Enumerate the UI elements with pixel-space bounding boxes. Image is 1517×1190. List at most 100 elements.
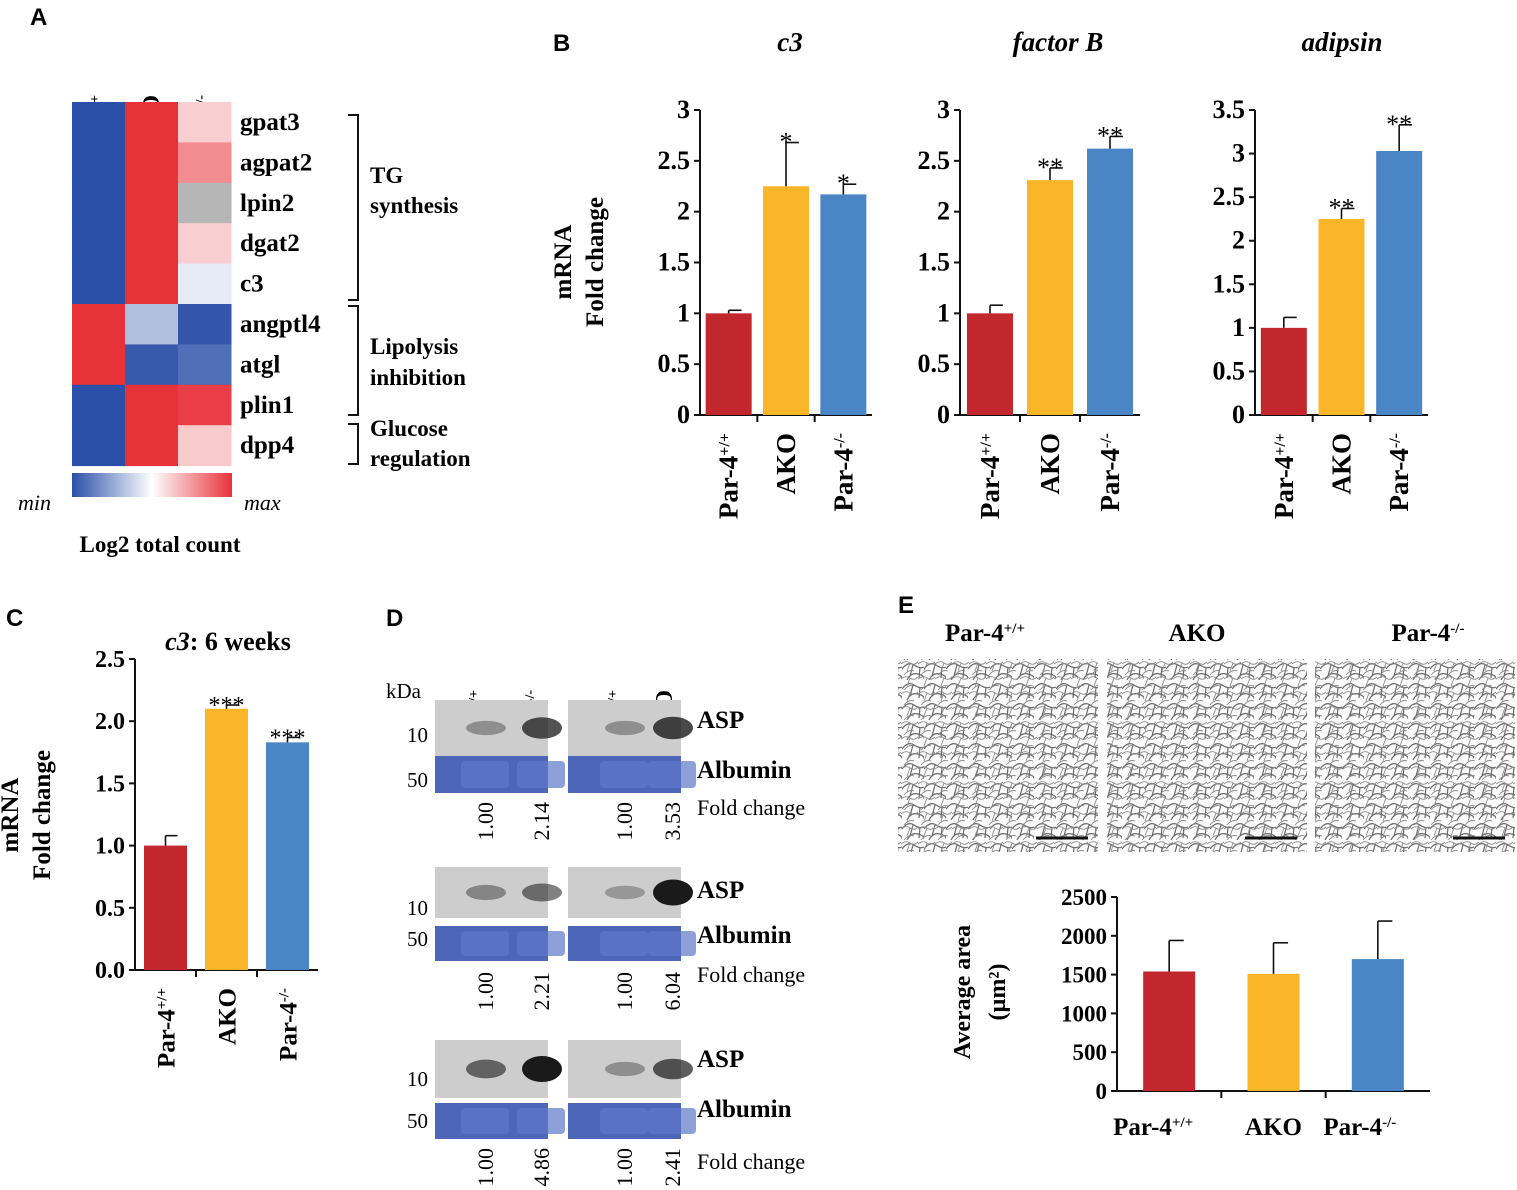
marker-10kda: 10 xyxy=(407,896,428,920)
marker-50kda: 50 xyxy=(407,927,428,951)
heatmap-cell xyxy=(178,223,232,265)
albumin-band xyxy=(517,931,565,956)
x-tick-label-ako: AKO xyxy=(771,433,801,495)
asp-label: ASP xyxy=(697,707,744,734)
albumin-band xyxy=(600,931,648,956)
y-tick-label: 0 xyxy=(677,400,690,429)
histology-texture xyxy=(898,659,1098,852)
x-tick-label-wt: Par-4+/+ xyxy=(975,433,1005,519)
heatmap-cell xyxy=(178,142,232,184)
heatmap-legend-title: Log2 total count xyxy=(80,532,241,557)
asp-band xyxy=(466,720,506,736)
heatmap-gene-label: plin1 xyxy=(240,392,294,419)
bar-ako xyxy=(1247,973,1300,1091)
heatmap-legend-min: min xyxy=(18,490,51,515)
heatmap-cell xyxy=(125,425,179,467)
heatmap-cell xyxy=(125,102,179,143)
fold-change-value: 1.00 xyxy=(612,1148,637,1187)
y-tick-label: 3 xyxy=(1232,139,1245,168)
heatmap-cell xyxy=(178,384,232,426)
chart-title: c3 xyxy=(777,27,802,57)
y-axis-label: (µm²) xyxy=(985,964,1011,1021)
y-tick-label: 0 xyxy=(937,400,950,429)
heatmap-cell xyxy=(125,223,179,265)
y-tick-label: 2 xyxy=(677,197,690,226)
fold-change-value: 1.00 xyxy=(473,972,498,1011)
y-tick-label: 1 xyxy=(937,298,950,327)
asp-band xyxy=(466,884,506,901)
histology-texture xyxy=(1315,659,1515,852)
significance-marker: ** xyxy=(1386,110,1412,139)
y-tick-label: 3 xyxy=(937,95,950,124)
y-tick-label: 1.5 xyxy=(95,771,125,797)
asp-band xyxy=(466,1059,506,1079)
bar-chart-c3: 0 0.5 1 1.5 2 2.5 3 Par-4+/+ * AKO * Par-4-/- mRNA Fo… xyxy=(550,27,872,519)
panel-label-d: D xyxy=(386,605,403,632)
x-tick-label-wt: Par-4+/+ xyxy=(154,988,181,1068)
y-tick-label: 0.5 xyxy=(658,349,691,378)
asp-band xyxy=(605,885,645,900)
bar-chart-average-area: 0 500 1000 1500 2000 2500 Par-4+/+ AKO Par-4-/- A… xyxy=(950,885,1430,1141)
heatmap-cell xyxy=(72,263,126,305)
y-axis-label: mRNA xyxy=(0,778,24,853)
heatmap-group-label: Glucose xyxy=(370,416,448,441)
heatmap-gene-label: lpin2 xyxy=(240,190,294,217)
x-tick-label-wt: Par-4+/+ xyxy=(1113,1114,1193,1141)
bar-wt xyxy=(1260,327,1307,415)
heatmap-group-label: Lipolysis xyxy=(370,334,458,359)
asp-label: ASP xyxy=(697,877,744,904)
panel-label-a: A xyxy=(30,4,47,31)
y-tick-label: 2000 xyxy=(1061,924,1107,949)
bar-wt xyxy=(967,313,1013,415)
heatmap-gene-label: agpat2 xyxy=(240,149,312,176)
y-axis-label: Fold change xyxy=(29,750,56,880)
bar-ko xyxy=(266,742,309,970)
x-tick-label-ko: Par-4-/- xyxy=(1095,433,1125,512)
y-tick-label: 0.5 xyxy=(918,349,951,378)
y-tick-label: 2.5 xyxy=(918,146,951,175)
asp-band xyxy=(653,716,693,740)
heatmap-panel: Par-4+/+AKOPar-4-/-gpat3agpat2lpin2dgat2… xyxy=(18,95,471,557)
heatmap-gene-label: atgl xyxy=(240,351,280,378)
histology-texture xyxy=(1107,659,1307,852)
fold-change-value: 3.53 xyxy=(660,802,685,841)
fold-change-value: 4.86 xyxy=(529,1148,554,1187)
y-tick-label: 2 xyxy=(937,197,950,226)
histology-label: AKO xyxy=(1169,620,1226,647)
heatmap-cell xyxy=(125,182,179,224)
heatmap-cell xyxy=(125,304,179,345)
bar-chart-c3-6-weeks: 0.0 0.5 1.0 1.5 2.0 2.5 Par-4+/+ *** AKO *** Par-4… xyxy=(0,627,318,1068)
x-tick-label-ako: AKO xyxy=(1035,433,1065,495)
asp-band xyxy=(522,883,562,902)
y-tick-label: 2.0 xyxy=(95,709,125,735)
y-tick-label: 1.5 xyxy=(1213,269,1246,298)
heatmap-cell xyxy=(72,102,126,143)
heatmap-cell xyxy=(72,304,126,345)
heatmap-cell xyxy=(178,425,232,467)
fold-change-value: 6.04 xyxy=(660,972,685,1011)
fold-change-label: Fold change xyxy=(697,962,805,987)
chart-title: factor B xyxy=(1013,27,1104,57)
histology-label: Par-4-/- xyxy=(1392,620,1465,647)
chart-title: adipsin xyxy=(1301,27,1382,57)
fold-change-value: 2.21 xyxy=(529,972,554,1011)
fold-change-value: 1.00 xyxy=(473,802,498,841)
x-tick-label-ko: Par-4-/- xyxy=(1384,433,1414,512)
y-tick-label: 2.5 xyxy=(1213,182,1246,211)
x-tick-label-ko: Par-4-/- xyxy=(276,988,303,1061)
significance-marker: ** xyxy=(1097,121,1123,150)
y-tick-label: 2 xyxy=(1232,226,1245,255)
albumin-band xyxy=(517,1108,565,1134)
y-tick-label: 0.5 xyxy=(95,896,125,922)
y-tick-label: 1000 xyxy=(1061,1001,1107,1026)
y-tick-label: 2500 xyxy=(1061,885,1107,910)
heatmap-group-label: synthesis xyxy=(370,193,458,218)
albumin-band xyxy=(461,761,509,788)
y-tick-label: 1.5 xyxy=(918,248,951,277)
y-axis-label: Fold change xyxy=(582,197,609,327)
heatmap-cell xyxy=(178,182,232,224)
x-tick-label-wt: Par-4+/+ xyxy=(714,433,744,519)
blot-kda-label: kDa xyxy=(386,679,422,703)
asp-band xyxy=(653,1058,693,1080)
